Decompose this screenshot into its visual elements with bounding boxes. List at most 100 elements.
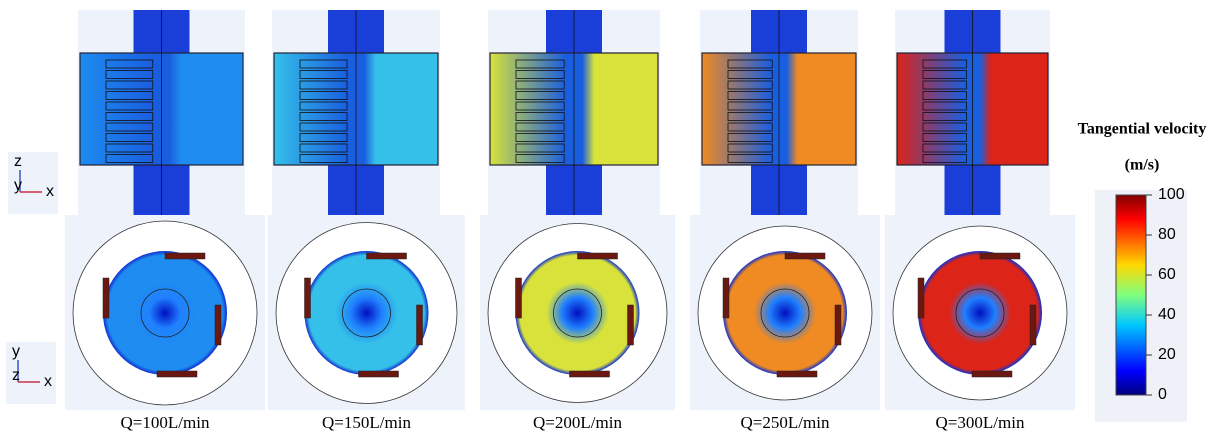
blade xyxy=(214,304,222,346)
colorbar-unit: (m/s) xyxy=(1125,157,1160,174)
colorbar xyxy=(1115,194,1147,396)
comb xyxy=(727,143,773,153)
panel-label: Q=300L/min xyxy=(936,413,1025,432)
blade xyxy=(164,252,206,260)
comb xyxy=(922,154,967,163)
axis-icon-label: x xyxy=(44,373,52,390)
blade xyxy=(515,277,522,319)
comb xyxy=(299,91,348,100)
axis-icon-label: y xyxy=(14,177,22,194)
axis-icon-label: z xyxy=(12,367,20,384)
comb xyxy=(922,91,967,100)
comb xyxy=(922,101,967,111)
hub xyxy=(140,288,190,338)
blade xyxy=(416,304,423,346)
axis-icon-label: z xyxy=(14,153,22,170)
comb xyxy=(922,143,967,153)
comb xyxy=(105,70,154,79)
comb xyxy=(299,101,348,111)
comb xyxy=(299,154,348,163)
comb xyxy=(922,122,967,132)
axis-icon-bg xyxy=(6,342,56,404)
rotor xyxy=(723,251,847,375)
hub xyxy=(955,288,1005,338)
blade xyxy=(1029,304,1037,346)
comb xyxy=(105,80,154,90)
comb xyxy=(515,154,565,163)
comb xyxy=(299,70,348,79)
comb xyxy=(299,133,348,142)
blade xyxy=(304,277,311,319)
comb xyxy=(727,122,773,132)
comb xyxy=(922,112,967,121)
comb xyxy=(515,80,565,90)
comb xyxy=(515,91,565,100)
rotor xyxy=(918,251,1042,375)
colorbar-tick-label: 0 xyxy=(1158,386,1167,403)
blade xyxy=(569,370,610,378)
comb xyxy=(727,70,773,79)
panel-label: Q=100L/min xyxy=(121,413,210,432)
comb xyxy=(105,59,154,69)
blade xyxy=(784,252,826,260)
comb xyxy=(299,80,348,90)
hub xyxy=(342,288,391,338)
comb xyxy=(727,59,773,69)
panel-label: Q=150L/min xyxy=(322,413,411,432)
panel-label: Q=250L/min xyxy=(741,413,830,432)
comb xyxy=(727,133,773,142)
panel-label: Q=200L/min xyxy=(533,413,622,432)
colorbar-tick-label: 100 xyxy=(1158,186,1185,203)
colorbar-tick-label: 60 xyxy=(1158,266,1176,283)
blade xyxy=(627,304,634,346)
blade xyxy=(979,252,1021,260)
rotor xyxy=(515,251,640,375)
comb xyxy=(727,80,773,90)
blade xyxy=(776,370,818,378)
rotor xyxy=(304,251,429,375)
comb xyxy=(105,122,154,132)
blade xyxy=(156,370,198,378)
comb xyxy=(105,91,154,100)
comb xyxy=(299,112,348,121)
comb xyxy=(727,154,773,163)
blade xyxy=(834,304,842,346)
hub xyxy=(760,288,810,338)
comb xyxy=(299,122,348,132)
comb xyxy=(515,112,565,121)
comb xyxy=(105,112,154,121)
comb xyxy=(727,91,773,100)
comb xyxy=(922,80,967,90)
blade xyxy=(366,252,407,260)
blade xyxy=(577,252,618,260)
comb xyxy=(727,112,773,121)
comb xyxy=(515,59,565,69)
axis-icon-label: y xyxy=(12,343,20,360)
comb xyxy=(922,133,967,142)
colorbar-tick-label: 20 xyxy=(1158,346,1176,363)
comb xyxy=(105,143,154,153)
comb xyxy=(922,59,967,69)
blade xyxy=(971,370,1013,378)
comb xyxy=(515,101,565,111)
comb xyxy=(299,59,348,69)
blade xyxy=(722,277,730,319)
comb xyxy=(299,143,348,153)
comb xyxy=(105,101,154,111)
comb xyxy=(922,70,967,79)
colorbar-tick-label: 40 xyxy=(1158,306,1176,323)
comb xyxy=(515,143,565,153)
colorbar-tick-label: 80 xyxy=(1158,226,1176,243)
axis-icon-label: x xyxy=(46,183,54,200)
comb xyxy=(515,70,565,79)
comb xyxy=(105,154,154,163)
comb xyxy=(105,133,154,142)
comb xyxy=(515,133,565,142)
rotor xyxy=(103,251,227,375)
axis-icon-bg xyxy=(8,152,58,214)
blade xyxy=(917,277,925,319)
colorbar-title: Tangential velocity xyxy=(1078,121,1207,138)
blade xyxy=(102,277,110,319)
blade xyxy=(358,370,399,378)
